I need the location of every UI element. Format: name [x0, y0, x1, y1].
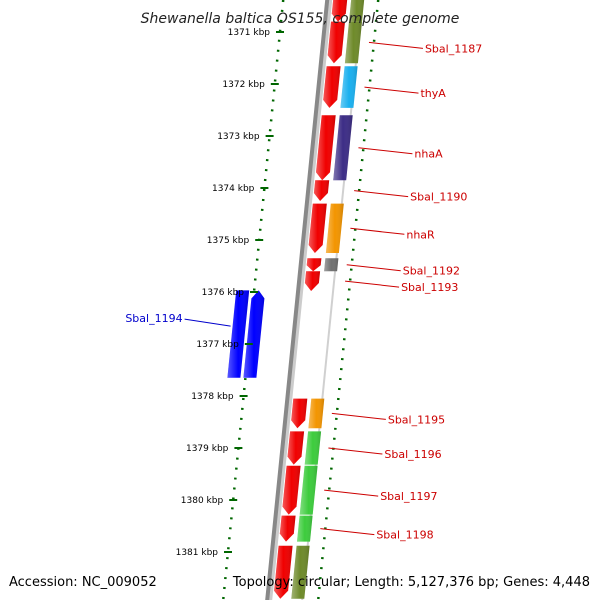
cds-Sbal_1190	[313, 180, 330, 201]
gene-features	[227, 0, 365, 599]
tick-label: 1381 kbp	[176, 548, 219, 558]
dotted-ring-2	[316, 0, 380, 600]
tick-label: 1377 kbp	[196, 340, 239, 350]
cds-thyA	[323, 66, 341, 108]
cds-feature-0	[331, 0, 348, 22]
cog-Sbal_1187	[344, 21, 362, 64]
gene-label: Sbal_1190	[410, 191, 467, 204]
gene-label-leader	[328, 447, 383, 455]
tick-label: 1373 kbp	[217, 132, 260, 142]
cog-feature-12	[291, 545, 310, 599]
gene-label-leader	[331, 412, 386, 420]
gene-label-leader	[345, 280, 400, 288]
tick-label: 1378 kbp	[191, 392, 234, 402]
gene-label: nhaR	[406, 228, 435, 241]
cog-Sbal_1198	[297, 515, 313, 542]
accession-text: Accession: NC_009052	[9, 575, 157, 590]
gene-label-leader	[324, 489, 379, 497]
backbone-line	[265, 0, 330, 600]
cog-Sbal_1195	[308, 398, 325, 429]
cog-Sbal_1197	[299, 465, 318, 515]
map-title: Shewanella baltica OS155, complete genom…	[141, 11, 460, 27]
gene-label-leader	[358, 147, 413, 155]
cds-Sbal_1192	[306, 258, 322, 272]
gene-label: Sbal_1195	[388, 413, 445, 426]
tick-label: 1372 kbp	[222, 80, 265, 90]
gene-label-leader	[346, 264, 401, 272]
tick-labels: 1371 kbp 1372 kbp 1373 kbp 1374 kbp 1375 kbp…	[176, 28, 284, 558]
cog-nhaR	[325, 203, 344, 253]
tick-label: 1376 kbp	[202, 288, 245, 298]
gene-label-leader	[350, 227, 405, 235]
gene-label: nhaA	[414, 148, 443, 161]
gene-label: Sbal_1187	[425, 42, 482, 55]
cog-feature-0	[349, 0, 365, 22]
gene-label-leader	[320, 528, 375, 536]
cog-Sbal_1192	[324, 258, 339, 272]
gene-label: Sbal_1194	[125, 312, 182, 325]
cds-Sbal_1198	[279, 515, 296, 542]
topology-text: Topology: circular; Length: 5,127,376 bp…	[232, 575, 590, 590]
cds-Sbal_1195	[291, 398, 308, 429]
gene-label-leader	[354, 190, 409, 198]
gene-label: Sbal_1197	[380, 490, 437, 503]
cds-nhaA	[316, 115, 336, 181]
gene-label: Sbal_1196	[384, 448, 441, 461]
cds-feature-12	[274, 545, 293, 599]
tick-label: 1379 kbp	[186, 444, 229, 454]
cds-nhaR	[308, 203, 327, 253]
tick-label: 1374 kbp	[212, 184, 255, 194]
gene-label-leader	[368, 41, 424, 49]
cog-Sbal_1196	[304, 431, 322, 465]
cds-Sbal_1197	[282, 465, 301, 515]
gene-label: Sbal_1198	[376, 529, 433, 542]
gene-label: Sbal_1192	[403, 265, 460, 278]
cds-Sbal_1187	[327, 21, 345, 64]
gene-label: thyA	[420, 87, 446, 100]
gene-label-leader	[184, 318, 231, 327]
tick-label: 1380 kbp	[181, 496, 224, 506]
cog-thyA	[340, 66, 358, 108]
tick-label: 1375 kbp	[207, 236, 250, 246]
tick-label: 1371 kbp	[228, 28, 271, 38]
cds-Sbal_1193	[304, 271, 321, 291]
gene-label-leader	[364, 86, 419, 94]
gene-labels: Sbal_1187 thyA nhaA Sbal_1190 nhaR Sbal_1192 S…	[125, 41, 482, 542]
cds-Sbal_1194	[227, 290, 250, 378]
gene-label: Sbal_1193	[401, 281, 458, 294]
cds-Sbal_1196	[287, 431, 305, 465]
cds-plus-feature-1	[243, 290, 265, 378]
cog-nhaA	[333, 115, 353, 181]
